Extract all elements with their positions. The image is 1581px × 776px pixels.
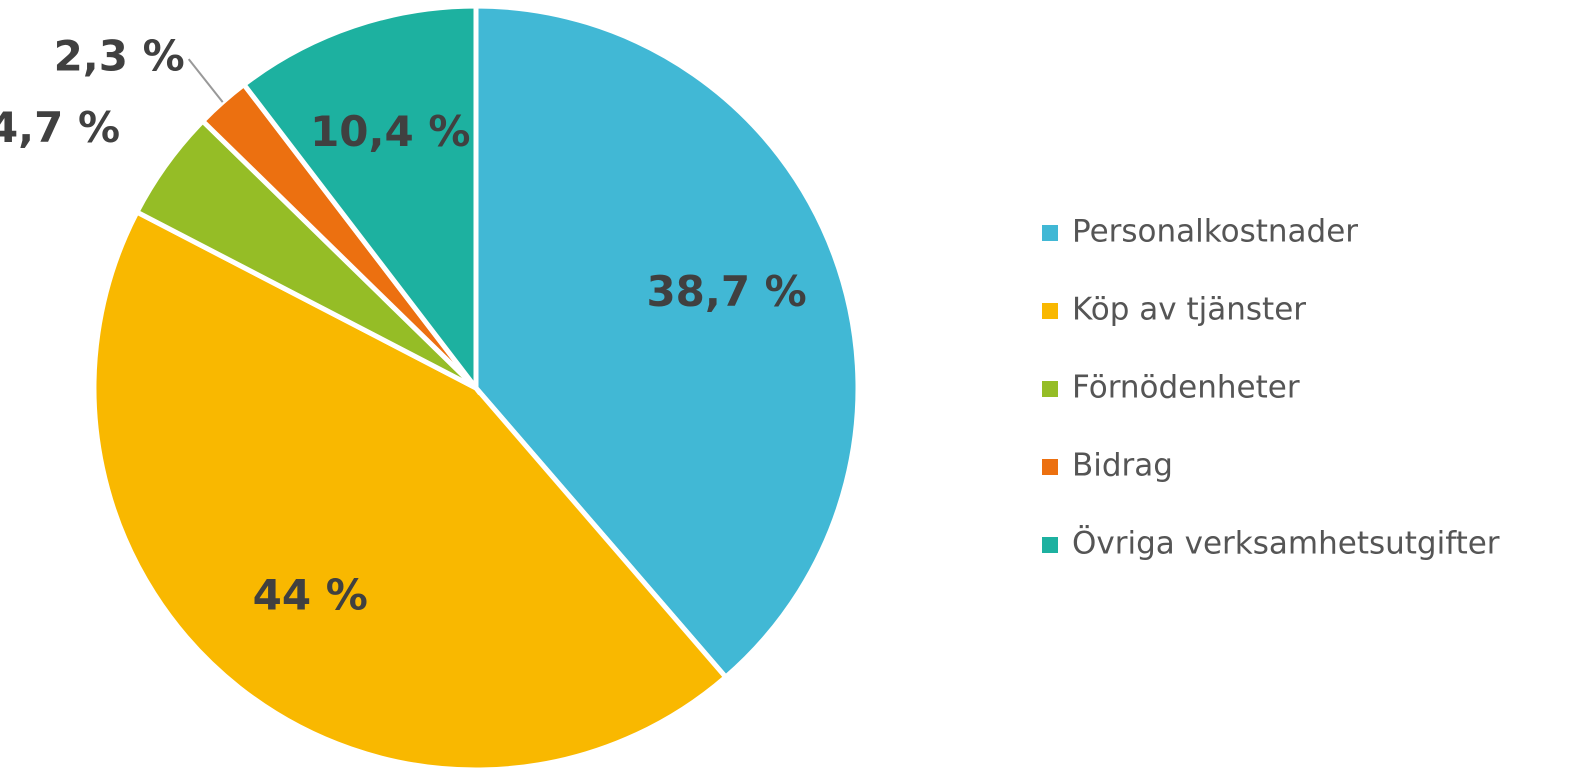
- value-label: 10,4 %: [310, 107, 470, 156]
- legend-swatch: [1042, 303, 1058, 319]
- legend-label: Bidrag: [1072, 448, 1173, 484]
- leader-line: [187, 58, 224, 103]
- legend-label: Förnödenheter: [1072, 370, 1300, 406]
- value-label: 38,7 %: [646, 267, 806, 316]
- legend-label: Köp av tjänster: [1072, 292, 1306, 328]
- pie-slice: [473, 3, 861, 681]
- legend-swatch: [1042, 459, 1058, 475]
- legend-swatch: [1042, 225, 1058, 241]
- pie-slice: [91, 208, 730, 773]
- value-label: 44 %: [253, 570, 368, 619]
- value-label: 2,3 %: [54, 32, 185, 81]
- legend-label: Övriga verksamhetsutgifter: [1072, 525, 1500, 562]
- legend-swatch: [1042, 381, 1058, 397]
- pie-slice: [240, 3, 479, 396]
- legend-swatch: [1042, 537, 1058, 553]
- legend-label: Personalkostnader: [1072, 214, 1358, 250]
- value-label: 4,7 %: [0, 103, 120, 152]
